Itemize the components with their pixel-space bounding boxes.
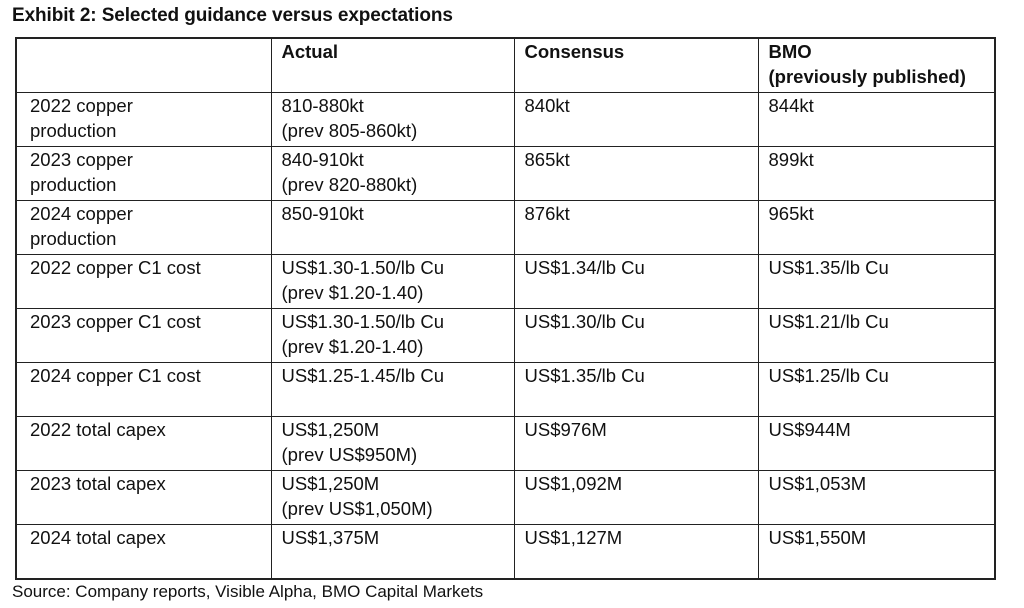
consensus-cell: US$1,127M xyxy=(513,524,759,580)
metric-cell: 2023 copper production xyxy=(15,146,272,201)
metric-cell: 2022 copper production xyxy=(15,92,272,147)
table-row: 2024 copper C1 cost US$1.25-1.45/lb Cu U… xyxy=(15,362,996,417)
table-row: 2023 copper C1 cost US$1.30-1.50/lb Cu (p… xyxy=(15,308,996,363)
actual-cell: US$1,250M (prev US$1,050M) xyxy=(270,470,515,525)
table-row: 2022 total capex US$1,250M (prev US$950M)… xyxy=(15,416,996,471)
consensus-cell: 865kt xyxy=(513,146,759,201)
bmo-cell: US$1,053M xyxy=(757,470,996,525)
consensus-cell: 840kt xyxy=(513,92,759,147)
source-note: Source: Company reports, Visible Alpha, … xyxy=(12,582,484,601)
table-row: 2022 copper production 810-880kt (prev 805… xyxy=(15,92,996,147)
actual-cell: US$1,250M (prev US$950M) xyxy=(270,416,515,471)
consensus-cell: US$1.30/lb Cu xyxy=(513,308,759,363)
consensus-cell: US$1.35/lb Cu xyxy=(513,362,759,417)
table-header-row: Actual Consensus BMO (previously publish… xyxy=(15,37,996,93)
header-bmo: BMO (previously published) xyxy=(757,37,996,93)
bmo-cell: 899kt xyxy=(757,146,996,201)
header-bmo-label: BMO xyxy=(768,41,812,62)
metric-cell: 2023 total capex xyxy=(15,470,272,525)
actual-cell: 810-880kt (prev 805-860kt) xyxy=(270,92,515,147)
bmo-cell: US$1.25/lb Cu xyxy=(757,362,996,417)
metric-cell: 2024 copper production xyxy=(15,200,272,255)
metric-cell: 2022 total capex xyxy=(15,416,272,471)
header-bmo-sub: (previously published) xyxy=(768,66,966,87)
metric-cell: 2024 total capex xyxy=(15,524,272,580)
table-row: 2023 copper production 840-910kt (prev 820… xyxy=(15,146,996,201)
actual-cell: US$1.25-1.45/lb Cu xyxy=(270,362,515,417)
actual-cell: US$1.30-1.50/lb Cu (prev $1.20-1.40) xyxy=(270,308,515,363)
metric-cell: 2024 copper C1 cost xyxy=(15,362,272,417)
metric-cell: 2023 copper C1 cost xyxy=(15,308,272,363)
bmo-cell: 965kt xyxy=(757,200,996,255)
consensus-cell: US$976M xyxy=(513,416,759,471)
bmo-cell: US$1.21/lb Cu xyxy=(757,308,996,363)
actual-cell: US$1,375M xyxy=(270,524,515,580)
consensus-cell: US$1,092M xyxy=(513,470,759,525)
consensus-cell: US$1.34/lb Cu xyxy=(513,254,759,309)
table-row: 2024 copper production 850-910kt 876kt 96… xyxy=(15,200,996,255)
actual-cell: 840-910kt (prev 820-880kt) xyxy=(270,146,515,201)
metric-cell: 2022 copper C1 cost xyxy=(15,254,272,309)
table-row: 2024 total capex US$1,375M US$1,127M US$… xyxy=(15,524,996,580)
header-actual: Actual xyxy=(270,37,515,93)
consensus-cell: 876kt xyxy=(513,200,759,255)
exhibit-title: Exhibit 2: Selected guidance versus expe… xyxy=(12,5,453,26)
actual-cell: 850-910kt xyxy=(270,200,515,255)
header-consensus: Consensus xyxy=(513,37,759,93)
bmo-cell: US$1.35/lb Cu xyxy=(757,254,996,309)
table-row: 2022 copper C1 cost US$1.30-1.50/lb Cu (p… xyxy=(15,254,996,309)
table-row: 2023 total capex US$1,250M (prev US$1,050… xyxy=(15,470,996,525)
guidance-table: Actual Consensus BMO (previously publish… xyxy=(15,37,996,580)
actual-cell: US$1.30-1.50/lb Cu (prev $1.20-1.40) xyxy=(270,254,515,309)
bmo-cell: 844kt xyxy=(757,92,996,147)
header-metric xyxy=(15,37,272,93)
bmo-cell: US$944M xyxy=(757,416,996,471)
bmo-cell: US$1,550M xyxy=(757,524,996,580)
